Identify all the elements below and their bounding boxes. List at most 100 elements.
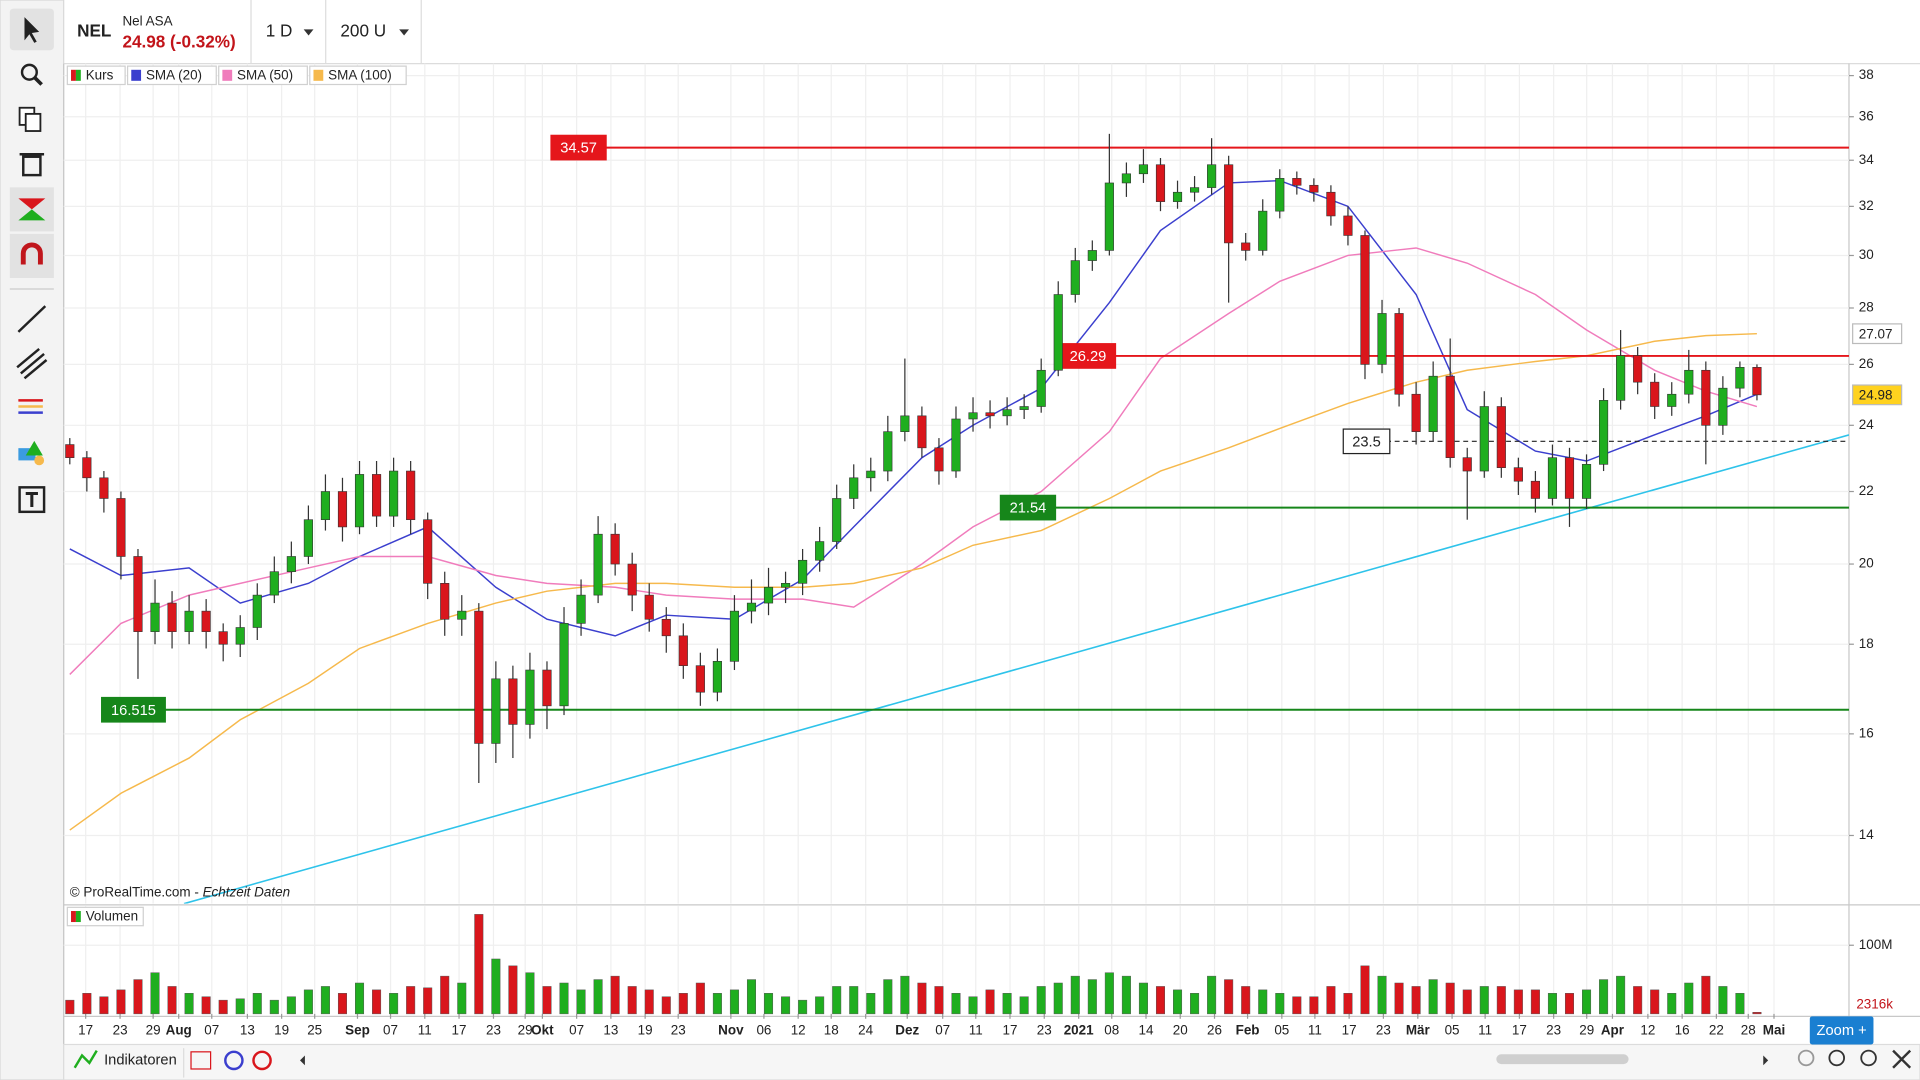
x-tick-label: 07 xyxy=(935,1023,950,1038)
text-icon xyxy=(25,491,38,507)
legend: Kurs SMA (20) SMA (50) SMA (100) xyxy=(66,65,407,86)
candle-body xyxy=(1360,235,1370,365)
scroll-right[interactable] xyxy=(1763,1055,1769,1066)
candle-body xyxy=(1616,355,1626,401)
channel-icon xyxy=(16,348,40,369)
candle-body xyxy=(781,583,791,588)
candle-body xyxy=(1581,464,1592,499)
x-tick-label: Apr xyxy=(1601,1023,1625,1038)
candle-body xyxy=(1121,173,1131,184)
units-select[interactable]: 200 U xyxy=(340,20,409,40)
x-tick-label: 17 xyxy=(452,1023,467,1038)
tool-zoom[interactable] xyxy=(20,63,43,86)
volume-bar xyxy=(525,972,535,1015)
volume-bar xyxy=(900,975,910,1015)
volume-bar xyxy=(678,993,688,1015)
candle-body xyxy=(1104,182,1114,251)
candle-body xyxy=(1735,367,1745,389)
tool-copy[interactable] xyxy=(18,106,42,132)
level-label: 26.29 xyxy=(1070,349,1107,365)
candle-body xyxy=(1309,184,1319,193)
zoom-in[interactable] xyxy=(1860,1049,1877,1067)
channel-icon xyxy=(20,352,45,375)
candle-body xyxy=(1428,375,1438,432)
volume-legend-box xyxy=(66,906,144,927)
scroll-left[interactable] xyxy=(300,1055,305,1066)
fullscreen[interactable] xyxy=(1892,1049,1912,1069)
volume-bar xyxy=(1428,979,1438,1015)
interval: 1 D xyxy=(266,20,293,40)
candle-body xyxy=(1394,313,1404,395)
volume-bar xyxy=(951,993,961,1015)
volume-bar xyxy=(150,972,160,1015)
candle-body xyxy=(1718,387,1728,426)
volume-bar xyxy=(82,993,92,1015)
zoom-button[interactable]: Zoom + xyxy=(1809,1016,1874,1045)
tool-compare[interactable] xyxy=(190,1051,212,1070)
x-tick-label: 17 xyxy=(78,1023,93,1038)
x-tick-label: 23 xyxy=(1376,1023,1391,1038)
tool-line[interactable] xyxy=(17,305,47,333)
candle-body xyxy=(1752,367,1762,396)
zoom-icon xyxy=(20,63,38,81)
legend-box xyxy=(126,65,217,86)
y-tick-label: 20 xyxy=(1859,556,1874,571)
tool-text[interactable] xyxy=(18,486,46,514)
volume-bar xyxy=(781,996,791,1015)
volume-bar xyxy=(627,986,637,1015)
legend-swatch xyxy=(71,69,76,81)
candle-body xyxy=(474,610,484,744)
scrollbar[interactable] xyxy=(1496,1054,1629,1065)
x-tick-label: 23 xyxy=(671,1023,686,1038)
volume-bar xyxy=(133,979,143,1015)
candle-body xyxy=(763,586,774,604)
level-label-box xyxy=(1342,428,1391,455)
trend-icon xyxy=(18,209,46,221)
tool-channel[interactable] xyxy=(16,348,48,380)
zoom-out[interactable] xyxy=(1828,1049,1845,1067)
x-tick-label: Nov xyxy=(718,1023,744,1038)
volume-bar xyxy=(1616,975,1626,1015)
volume-bar xyxy=(1394,982,1404,1015)
legend-box xyxy=(218,65,308,86)
candle-body xyxy=(337,491,348,528)
tool-magnet[interactable] xyxy=(9,233,54,278)
tool-settings[interactable] xyxy=(252,1050,272,1071)
candle-body xyxy=(1513,467,1523,482)
y-tick-label: 18 xyxy=(1859,636,1874,651)
volume-bar xyxy=(1121,975,1131,1015)
candle-body xyxy=(542,669,552,707)
candle-body xyxy=(252,594,262,628)
x-tick-label: 17 xyxy=(1342,1023,1357,1038)
sma-line xyxy=(69,179,1758,637)
volume-bar xyxy=(406,986,416,1015)
candle-body xyxy=(985,412,995,417)
tool-fibonacci[interactable] xyxy=(18,399,43,414)
candle-body xyxy=(389,470,399,517)
candle-body xyxy=(1547,457,1558,499)
x-tick-label: 05 xyxy=(1445,1023,1460,1038)
interval-select[interactable]: 1 D xyxy=(266,20,314,40)
instrument-name: Nel ASA xyxy=(122,14,172,29)
y-tick-label: 34 xyxy=(1859,152,1874,167)
candle-body xyxy=(627,563,637,596)
sma-line xyxy=(69,247,1758,675)
volume-swatch xyxy=(71,911,76,923)
legend-swatch xyxy=(75,69,81,81)
x-tick-label: 11 xyxy=(418,1023,432,1038)
tool-shapes[interactable] xyxy=(18,440,45,466)
volume-swatch xyxy=(75,911,81,923)
volume-bar xyxy=(1207,975,1217,1015)
indicators-button[interactable]: Indikatoren xyxy=(68,1048,179,1076)
x-tick-label: Feb xyxy=(1236,1023,1260,1038)
tool-delete[interactable] xyxy=(19,153,45,177)
units: 200 U xyxy=(340,20,386,40)
volume-bar xyxy=(1513,989,1523,1015)
tool-share[interactable] xyxy=(224,1050,244,1071)
copy-icon xyxy=(24,112,42,132)
candle-body xyxy=(1684,369,1694,395)
x-tick-label: Sep xyxy=(345,1023,370,1038)
price-marker xyxy=(1852,384,1903,406)
zoom-reset[interactable] xyxy=(1797,1049,1815,1067)
